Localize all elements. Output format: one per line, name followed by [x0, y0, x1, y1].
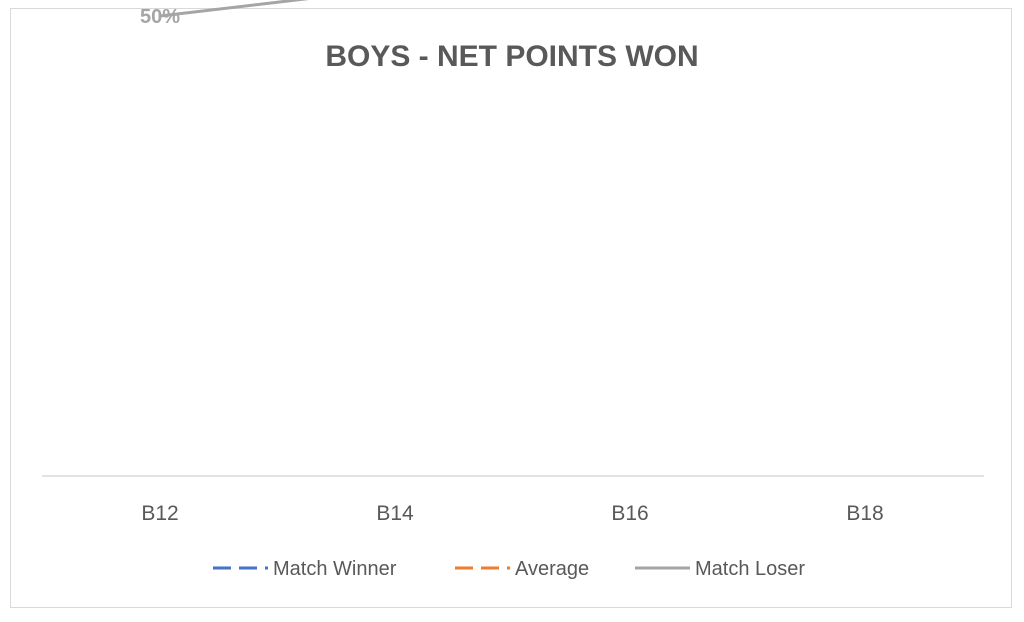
legend-label-match-winner: Match Winner [273, 558, 397, 580]
series-line-match-loser [158, 0, 310, 18]
legend: Match Winner Average Match Loser [213, 558, 805, 580]
chart-frame [10, 8, 1012, 608]
x-tick-label-b12: B12 [141, 502, 178, 525]
legend-label-match-loser: Match Loser [695, 558, 805, 580]
x-axis-ticks: B12 B14 B16 B18 [141, 502, 883, 525]
x-tick-label-b18: B18 [846, 502, 883, 525]
data-label-layer: 62%63%63%68%56%58%61%61%50%53%59%55% [140, 0, 415, 28]
x-tick-label-b14: B14 [376, 502, 414, 525]
legend-item-match-winner: Match Winner [213, 558, 397, 580]
legend-item-match-loser: Match Loser [635, 558, 805, 580]
legend-item-average: Average [455, 558, 589, 580]
chart-title: BOYS - NET POINTS WON [325, 40, 698, 73]
data-label-match-loser-b12: 50% [140, 6, 180, 28]
series-layer [158, 0, 310, 18]
x-tick-label-b16: B16 [611, 502, 648, 525]
legend-label-average: Average [515, 558, 589, 580]
